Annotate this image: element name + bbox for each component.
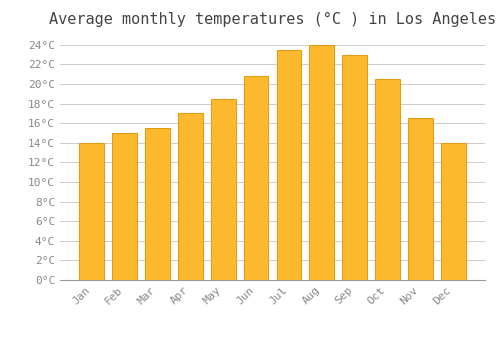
Bar [376,79,400,280]
Bar [310,45,334,280]
Bar [178,113,203,280]
Bar [244,76,268,280]
Title: Average monthly temperatures (°C ) in Los Angeles: Average monthly temperatures (°C ) in Lo… [49,12,496,27]
Bar [145,128,170,280]
Bar [342,55,367,280]
Bar [80,143,104,280]
Bar [441,143,466,280]
Bar [276,50,301,280]
Bar [408,118,433,280]
Bar [211,99,236,280]
Bar [112,133,137,280]
